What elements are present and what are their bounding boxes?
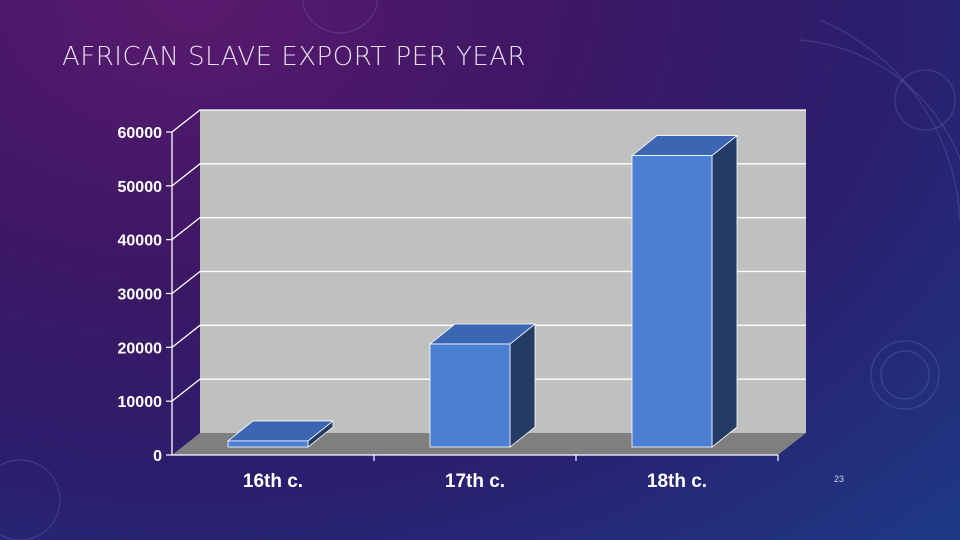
gridline [171,109,806,133]
gridline [171,378,806,402]
chart-gridlines [171,109,806,402]
x-tick-label: 18th c. [647,471,707,492]
bar-front [227,440,309,448]
y-tick-label: 20000 [118,340,163,357]
chart-labels: 0 10000 20000 30000 40000 50000 60000 16th c. 17… [118,125,708,492]
y-tick-label: 60000 [118,125,163,142]
x-tick-label: 16th c. [243,471,303,492]
bar-side [711,134,738,448]
x-tick-label: 17th c. [445,471,505,492]
bar [630,134,739,448]
chart-axes [166,131,779,461]
y-tick-label: 50000 [118,179,163,196]
gridline [171,217,806,241]
gridline [171,270,806,295]
y-tick-label: 0 [153,448,162,465]
bar-front [429,343,511,448]
bar [226,420,335,448]
slide-number: 23 [834,474,845,484]
gridline [171,324,806,348]
bar-front [631,155,713,448]
chart-bars [226,134,739,448]
y-tick-label: 30000 [118,287,163,304]
slide-title: AFRICAN SLAVE EXPORT PER YEAR [62,42,527,72]
y-tick-label: 40000 [118,233,163,250]
y-tick-label: 10000 [118,394,163,411]
gridline [171,163,806,187]
bar-side [509,323,536,448]
bar [428,323,537,448]
